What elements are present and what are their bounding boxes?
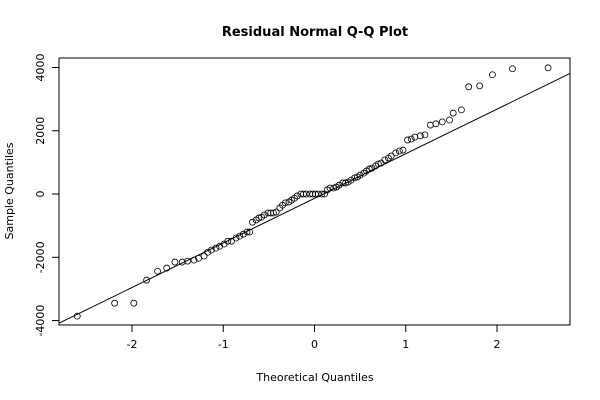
point bbox=[309, 190, 317, 198]
y-tick-label: -4000 bbox=[34, 305, 47, 337]
x-tick-label: 2 bbox=[494, 338, 501, 351]
x-tick-label: 0 bbox=[311, 338, 318, 351]
plot-area bbox=[59, 64, 570, 324]
point bbox=[207, 246, 215, 254]
point bbox=[130, 299, 138, 307]
point bbox=[465, 83, 473, 91]
point bbox=[260, 211, 268, 219]
y-tick-label: 2000 bbox=[34, 117, 47, 145]
point bbox=[255, 214, 263, 222]
x-tick-label: -1 bbox=[218, 338, 229, 351]
point bbox=[509, 65, 516, 73]
point bbox=[163, 264, 171, 272]
y-tick-label: 0 bbox=[34, 191, 47, 198]
y-tick-label: 4000 bbox=[34, 53, 47, 81]
point bbox=[224, 237, 232, 245]
point bbox=[421, 131, 429, 139]
point bbox=[368, 164, 376, 172]
point bbox=[489, 71, 496, 79]
x-tick-label: 1 bbox=[402, 338, 409, 351]
point bbox=[216, 242, 224, 250]
point bbox=[232, 234, 240, 242]
point bbox=[365, 165, 373, 173]
point bbox=[392, 149, 400, 157]
point bbox=[239, 230, 247, 238]
point bbox=[326, 184, 334, 192]
point bbox=[270, 209, 277, 217]
point bbox=[416, 132, 424, 140]
point bbox=[143, 276, 151, 284]
point bbox=[293, 192, 301, 200]
point bbox=[281, 199, 289, 207]
point bbox=[190, 256, 198, 264]
x-axis-label: Theoretical Quantiles bbox=[255, 371, 373, 384]
point bbox=[204, 248, 212, 256]
point bbox=[318, 190, 326, 198]
point bbox=[374, 160, 382, 168]
point bbox=[212, 244, 220, 252]
point bbox=[243, 228, 251, 236]
point bbox=[272, 208, 280, 216]
point bbox=[351, 174, 359, 182]
y-axis-label: Sample Quantiles bbox=[3, 142, 16, 239]
x-tick-label: -2 bbox=[127, 338, 138, 351]
point bbox=[246, 228, 254, 236]
point bbox=[347, 176, 355, 184]
point bbox=[178, 258, 186, 266]
point bbox=[236, 232, 244, 240]
point bbox=[171, 258, 179, 266]
chart-title: Residual Normal Q-Q Plot bbox=[222, 25, 408, 40]
point bbox=[449, 109, 457, 117]
point bbox=[407, 135, 415, 143]
point bbox=[395, 147, 403, 155]
point bbox=[249, 218, 256, 226]
point bbox=[404, 136, 411, 144]
point bbox=[381, 156, 389, 164]
point bbox=[73, 312, 81, 320]
y-tick-label: -2000 bbox=[34, 241, 47, 273]
point bbox=[387, 152, 395, 160]
point bbox=[200, 252, 208, 260]
point bbox=[184, 257, 192, 265]
point bbox=[339, 179, 347, 187]
point bbox=[111, 299, 119, 307]
point bbox=[264, 209, 272, 217]
point bbox=[476, 82, 484, 90]
point bbox=[154, 267, 161, 275]
point bbox=[432, 120, 440, 128]
point bbox=[356, 171, 364, 179]
point bbox=[399, 146, 407, 154]
point bbox=[306, 190, 314, 198]
point bbox=[458, 106, 465, 114]
point bbox=[342, 179, 349, 187]
point bbox=[544, 64, 552, 72]
point bbox=[330, 184, 338, 192]
point bbox=[267, 209, 275, 217]
point bbox=[446, 116, 453, 124]
point bbox=[335, 181, 343, 189]
point bbox=[438, 118, 446, 126]
point bbox=[228, 237, 235, 245]
point bbox=[297, 190, 305, 198]
